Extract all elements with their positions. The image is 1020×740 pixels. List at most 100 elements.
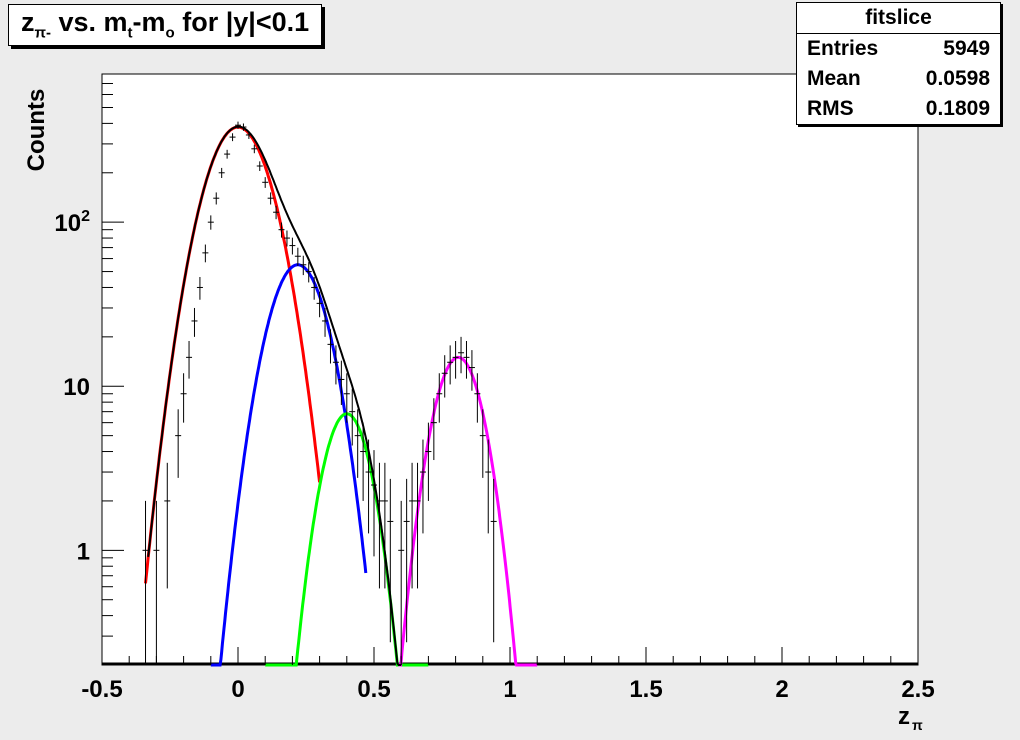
y-axis-label: Counts <box>23 89 50 172</box>
data-point <box>425 422 432 501</box>
data-point <box>153 500 160 665</box>
x-tick-label: 2.5 <box>901 676 934 703</box>
y-tick-label: 102 <box>54 208 90 237</box>
total-fit <box>147 125 402 666</box>
data-point <box>245 131 252 139</box>
data-point <box>490 478 497 643</box>
data-point <box>305 262 312 283</box>
data-point <box>371 450 377 557</box>
data-point <box>387 478 394 643</box>
title-tail: for |y|<0.1 <box>174 7 310 37</box>
x-axis-label-main: z <box>898 703 910 730</box>
data-point <box>229 133 236 142</box>
data-point <box>218 167 225 179</box>
data-point <box>338 360 345 406</box>
data-point <box>300 255 307 276</box>
data-point <box>289 237 296 255</box>
data-point <box>316 291 323 318</box>
data-point <box>235 121 241 129</box>
stats-value: 0.1809 <box>925 97 990 120</box>
data-point <box>180 373 187 423</box>
data-point <box>441 355 448 398</box>
data-point <box>430 398 437 461</box>
data-point <box>349 388 356 446</box>
data-point <box>273 205 280 220</box>
chart-title: zπ- vs. mt-mo for |y|<0.1 <box>8 4 323 47</box>
title-dash: -m <box>132 7 166 37</box>
data-point <box>458 336 465 374</box>
x-axis-label-sub: π <box>912 717 923 733</box>
data-point <box>213 192 220 205</box>
data-point <box>251 144 258 154</box>
data-point <box>376 462 383 589</box>
data-point <box>403 478 410 643</box>
data-point <box>354 409 361 478</box>
data-point <box>294 247 301 266</box>
stats-title: fitslice <box>797 3 1000 34</box>
data-point <box>207 215 214 230</box>
data-point <box>463 340 470 379</box>
data-point <box>240 123 247 131</box>
data-point <box>278 222 285 238</box>
data-point <box>322 307 329 337</box>
title-z-sub: π- <box>34 24 51 42</box>
data-point <box>256 161 263 171</box>
data-point <box>365 439 372 534</box>
data-point <box>398 500 405 665</box>
x-tick-label: 1.5 <box>629 676 662 703</box>
stats-row-mean: Mean 0.0598 <box>797 64 1000 94</box>
x-tick-label: -0.5 <box>81 676 122 703</box>
stats-row-entries: Entries 5949 <box>797 34 1000 64</box>
data-point <box>414 462 421 589</box>
title-z: z <box>21 7 35 37</box>
data-point <box>468 350 475 391</box>
x-tick-label: 0.5 <box>357 676 390 703</box>
data-point <box>343 373 350 423</box>
data-point <box>262 177 269 188</box>
x-tick-label: 0 <box>231 676 244 703</box>
data-point <box>191 307 198 337</box>
data-point <box>474 373 481 423</box>
data-point <box>311 277 318 300</box>
stats-label: RMS <box>807 97 854 120</box>
data-point <box>447 345 454 385</box>
axes: -0.5 0 0.5 1 1.5 2 2.5 1 10 102 <box>54 73 935 703</box>
data-point <box>267 192 274 205</box>
data-point <box>327 329 334 364</box>
data-point <box>332 345 339 385</box>
data-point <box>485 439 492 534</box>
fit-component-4 <box>398 355 538 667</box>
stats-row-rms: RMS 0.1809 <box>797 94 1000 124</box>
data-point <box>164 462 171 589</box>
data-point <box>175 409 182 478</box>
data-point <box>452 340 459 379</box>
x-tick-label: 1 <box>503 676 516 703</box>
data-point <box>409 462 416 589</box>
fit-component-2 <box>210 263 368 667</box>
y-tick-label: 10 <box>63 374 90 401</box>
stats-value: 5949 <box>943 37 990 60</box>
data-point <box>419 439 426 534</box>
x-tick-label: 2 <box>775 676 788 703</box>
data-point <box>196 277 203 300</box>
stats-box: fitslice Entries 5949 Mean 0.0598 RMS 0.… <box>796 2 1001 125</box>
data-point <box>360 422 367 501</box>
data-point <box>186 340 193 379</box>
data-point <box>283 230 290 247</box>
data-point <box>479 409 486 478</box>
data-point <box>202 244 209 263</box>
stats-label: Mean <box>807 67 861 90</box>
title-mid: vs. m <box>50 7 128 37</box>
x-axis-label: z π <box>898 703 923 733</box>
data-point <box>142 500 149 665</box>
data-point <box>381 462 388 589</box>
data-point <box>436 373 443 423</box>
y-tick-label: 1 <box>77 538 90 565</box>
title-mo-sub: o <box>165 24 175 42</box>
title-mt-sub: t <box>127 24 133 42</box>
data-point <box>224 149 231 159</box>
plot-frame <box>101 73 919 666</box>
stats-label: Entries <box>807 37 879 60</box>
stats-value: 0.0598 <box>925 67 990 90</box>
